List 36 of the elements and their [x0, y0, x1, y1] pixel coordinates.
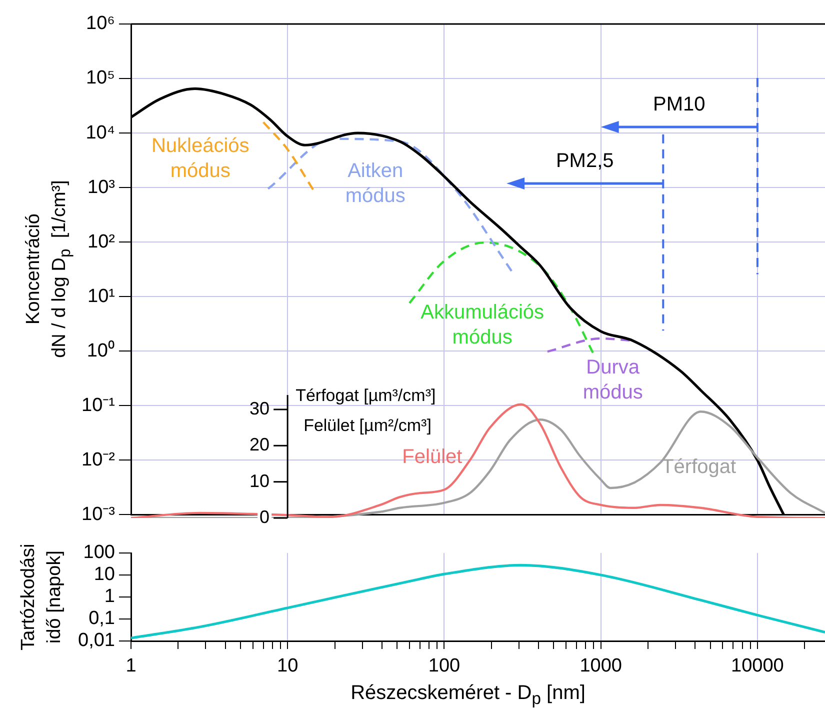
- y-tick-label: 30: [250, 398, 270, 418]
- ref-line-label: PM10: [653, 94, 706, 116]
- annotation: Felület [µm²/cm³]: [302, 415, 432, 437]
- series-label: Térfogat: [662, 456, 737, 478]
- y-tick-label: 0,01: [78, 630, 115, 652]
- series-label: Nukleációs módus: [151, 135, 250, 182]
- y-axis-title: Térfogat [µm³/cm³]: [296, 385, 436, 407]
- series-label: Durva módus: [582, 356, 643, 404]
- y-tick-label: 10²: [88, 231, 115, 252]
- y-tick-label: 20: [250, 434, 270, 455]
- x-tick-label: 100: [428, 656, 460, 677]
- x-tick-label: 10: [277, 656, 298, 677]
- series-label: Aitken módus: [345, 160, 406, 207]
- y-tick-label: 10⁻¹: [82, 394, 115, 416]
- y-tick-label: 10⁰: [86, 339, 115, 362]
- y-tick-label: 1: [104, 586, 115, 608]
- y-tick-label: 10: [250, 470, 270, 491]
- y-tick-label: 10⁴: [86, 122, 115, 144]
- y-tick-label: 10⁻³: [82, 504, 115, 525]
- y-tick-label: 0,1: [88, 608, 115, 630]
- y-tick-label: 10: [94, 564, 115, 586]
- y-tick-label: 0: [260, 506, 270, 527]
- x-tick-label: 10000: [731, 656, 784, 677]
- x-axis-title: Részecskeméret - D$_{p}$ [nm]: [350, 682, 586, 709]
- y-tick-label: 10³: [88, 176, 115, 198]
- y-tick-label: 10⁵: [86, 68, 115, 89]
- series-label: Akkumulációs módus: [420, 302, 544, 349]
- y-tick-label: 10⁻²: [82, 449, 115, 470]
- y-tick-label: 10⁶: [86, 13, 115, 34]
- y-axis-title: Tartózkodási idő [napok]: [17, 544, 66, 650]
- x-tick-label: 1000: [580, 656, 622, 677]
- y-tick-label: 100: [83, 542, 115, 564]
- y-tick-label: 10¹: [88, 286, 115, 307]
- ref-line-label: PM2,5: [556, 150, 614, 172]
- series-label: Felület: [402, 446, 463, 468]
- x-tick-label: 1: [126, 656, 136, 677]
